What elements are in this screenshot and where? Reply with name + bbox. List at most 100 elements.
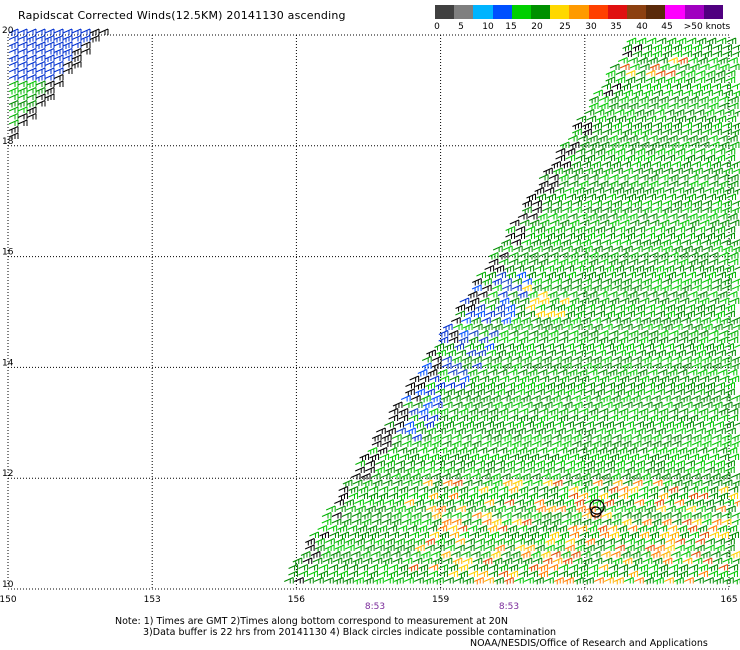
wind-barb [44,61,55,68]
wind-barb [634,265,645,273]
wind-barb [508,330,519,337]
wind-barb [615,310,625,318]
wind-barb [714,343,725,351]
wind-barb [468,330,479,337]
wind-barb [716,37,727,44]
wind-barb [535,382,545,390]
wind-barb [713,89,723,96]
wind-barb [478,564,489,572]
wind-barb [505,460,515,468]
wind-barb [464,343,475,350]
wind-barb [567,291,578,298]
wind-barb [454,577,464,584]
wind-barb [560,551,571,559]
wind-barb [509,531,519,539]
wind-barb [569,297,580,305]
wind-barb [668,174,679,182]
wind-barb [564,343,575,350]
wind-barb [709,297,720,304]
wind-barb [715,310,725,318]
wind-barb [699,63,710,70]
wind-barb [547,213,558,220]
wind-barb [727,291,738,298]
wind-barb [412,401,423,408]
wind-barb [89,28,100,36]
wind-barb [659,141,670,149]
wind-barb [522,557,533,565]
wind-barb [422,479,433,486]
wind-barb [675,304,686,312]
wind-barb [459,453,470,461]
wind-barb [658,414,669,422]
wind-barb [695,154,706,161]
wind-barb [479,297,490,304]
wind-barb [465,310,475,317]
wind-barb [35,87,46,95]
wind-barb [628,486,639,494]
wind-barb [678,486,689,493]
wind-barb [477,447,488,454]
wind-barb [661,518,672,526]
wind-barb [654,544,665,552]
wind-barb [518,408,529,415]
wind-barb [364,499,374,506]
wind-barb [705,460,715,467]
wind-barb [724,265,735,273]
wind-barb [698,252,709,260]
wind-barb [558,258,569,266]
wind-barb [546,427,556,434]
wind-barb [370,551,381,558]
wind-barb [724,544,735,551]
wind-barb [665,538,675,545]
wind-barb [44,87,55,95]
wind-barb [701,317,711,325]
wind-barb [717,135,728,142]
wind-barb [702,401,713,408]
wind-barb [688,336,699,344]
wind-barb [681,284,692,292]
wind-barb [549,375,560,382]
wind-barb [478,330,489,337]
contamination-circle [590,506,602,518]
wind-barb [388,570,398,578]
time-label: 8:53 [499,602,519,612]
wind-barb [514,343,525,351]
wind-barb [702,323,713,331]
wind-barb [708,414,719,422]
wind-barb [669,453,680,461]
wind-barb [368,564,379,571]
wind-barb [629,297,640,305]
wind-barb [622,323,633,330]
wind-barb [422,401,433,409]
wind-barb [435,388,445,395]
wind-barb [572,122,582,130]
wind-barb [490,551,501,559]
wind-barb [565,538,575,545]
wind-barb [482,323,493,331]
wind-barb [698,174,709,181]
wind-barb [712,50,722,57]
wind-barb [441,362,452,369]
wind-barb [522,278,532,285]
wind-barb [622,200,632,207]
wind-barb [618,174,629,181]
wind-barb [351,512,362,519]
wind-barb [674,499,684,506]
wind-barb [711,362,722,370]
wind-barb [619,141,630,149]
wind-barb [707,57,718,64]
wind-barb [732,278,740,285]
wind-barb [688,570,698,577]
wind-barb [655,310,665,317]
wind-barb [690,551,701,558]
lat-tick-label: 20 [2,26,14,36]
wind-barb [621,239,631,246]
wind-barb [596,271,606,279]
wind-barb [578,258,589,266]
wind-barb [428,492,439,500]
wind-barb [369,453,380,461]
wind-barb [515,466,525,473]
wind-barb [484,421,494,428]
wind-barb [527,447,538,455]
wind-barb [550,473,561,481]
